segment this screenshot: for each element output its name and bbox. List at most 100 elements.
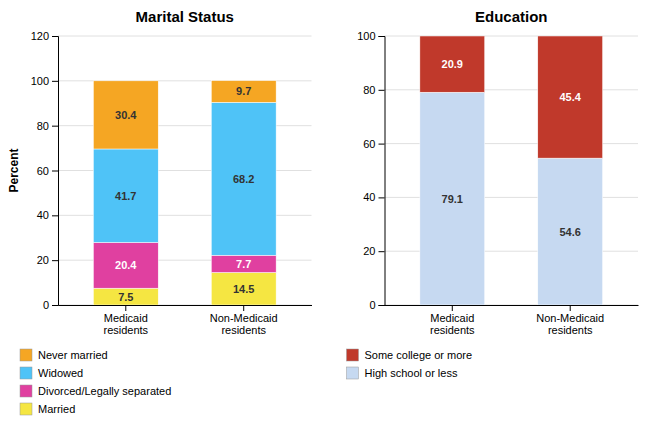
y-tick: 0 (369, 299, 384, 311)
tick-label: 20 (37, 254, 49, 266)
data-label: 20.4 (115, 259, 137, 271)
axis-line (385, 305, 639, 306)
y-tick: 120 (31, 30, 58, 42)
bar (93, 81, 158, 149)
x-tick: Non-Medicaidresidents (536, 305, 604, 336)
legend-label: Married (38, 403, 75, 415)
tick-label: 120 (31, 30, 49, 42)
y-tick: 20 (37, 254, 58, 266)
data-label: 41.7 (115, 190, 136, 202)
chart: 0 20 40 60 80 100 120 Medicaidresidents Non-Medi… (0, 0, 653, 445)
x-tick: Medicaidresidents (103, 305, 148, 336)
tick-mark (379, 305, 385, 306)
legend-label: Never married (38, 349, 108, 361)
tick-label: 60 (37, 165, 49, 177)
tick-mark (379, 197, 385, 198)
legend-swatch (20, 403, 32, 415)
y-tick: 60 (37, 165, 58, 177)
axis-line (379, 37, 386, 306)
legend-item: Married (20, 403, 75, 415)
series (93, 81, 276, 149)
tick-label: 100 (357, 30, 375, 42)
legend-item: Widowed (20, 367, 83, 379)
y-tick: 80 (37, 120, 58, 132)
tick-mark (52, 260, 58, 261)
y-tick: 20 (363, 245, 384, 257)
y-tick: 40 (37, 209, 58, 221)
legend-swatch (347, 349, 359, 361)
legend: Never married Widowed Divorced/Legally sep… (20, 349, 171, 415)
data-label: 14.5 (233, 283, 254, 295)
tick-mark (570, 305, 571, 311)
tick-mark (243, 305, 244, 311)
tick-label: Medicaidresidents (103, 312, 148, 337)
y-tick: 0 (43, 299, 58, 311)
legend-swatch (20, 367, 32, 379)
y-tick: 40 (363, 191, 384, 203)
panel: 0 20 40 60 80 100 120 Medicaidresidents Non-Medi… (7, 8, 312, 415)
x-tick: Medicaidresidents (430, 305, 475, 336)
title: Education (475, 8, 548, 25)
legend-item: High school or less (347, 367, 458, 379)
y-tick: 100 (357, 30, 384, 42)
tick-label: 20 (363, 245, 375, 257)
tick-label: 60 (363, 138, 375, 150)
axis-line (52, 37, 59, 306)
bar (211, 102, 276, 255)
grid (58, 36, 312, 305)
legend-label: Widowed (38, 367, 83, 379)
bar (538, 158, 603, 305)
data-label: 79.1 (442, 193, 463, 205)
data-label: 9.7 (236, 85, 251, 97)
tick-mark (379, 90, 385, 91)
bar (420, 36, 485, 92)
legend-item: Some college or more (347, 349, 473, 361)
legend-item: Never married (20, 349, 108, 361)
tick-mark (52, 215, 58, 216)
data-label: 20.9 (442, 58, 463, 70)
tick-mark (379, 144, 385, 145)
tick-label: 80 (363, 84, 375, 96)
data-labels: 79.154.620.945.4 (442, 58, 582, 237)
grid (385, 36, 639, 305)
bar (93, 242, 158, 288)
y-tick: 100 (31, 75, 58, 87)
legend-label: High school or less (365, 367, 458, 379)
legend-swatch (20, 349, 32, 361)
x-axis: Medicaidresidents Non-Medicaidresidents (385, 305, 639, 336)
axis-line (59, 305, 313, 306)
tick-mark (52, 305, 58, 306)
data-label: 7.5 (118, 291, 133, 303)
data-label: 30.4 (115, 109, 137, 121)
axis-title: Percent (7, 148, 21, 192)
tick-label: 0 (369, 299, 375, 311)
y-tick: 80 (363, 84, 384, 96)
tick-mark (52, 81, 58, 82)
grid-line (58, 36, 312, 37)
bar (211, 272, 276, 305)
tick-mark (52, 171, 58, 172)
legend-item: Divorced/Legally separated (20, 385, 171, 397)
y-axis: 0 20 40 60 80 100 (357, 30, 385, 311)
data-label: 68.2 (233, 173, 254, 185)
tick-label: Non-Medicaidresidents (210, 312, 278, 337)
legend-swatch (347, 367, 359, 379)
tick-mark (452, 305, 453, 311)
tick-label: 100 (31, 75, 49, 87)
tick-label: 40 (37, 209, 49, 221)
bars (93, 81, 276, 305)
tick-label: 40 (363, 191, 375, 203)
data-labels: 7.514.520.47.741.768.230.49.7 (115, 85, 254, 302)
legend-label: Some college or more (365, 349, 473, 361)
x-axis: Medicaidresidents Non-Medicaidresidents (59, 305, 313, 336)
legend: Some college or more High school or less (347, 349, 473, 379)
tick-label: 80 (37, 120, 49, 132)
panel: 0 20 40 60 80 100 Medicaidresidents Non-Medicai… (347, 8, 639, 379)
tick-mark (379, 36, 385, 37)
tick-mark (52, 126, 58, 127)
legend-label: Divorced/Legally separated (38, 385, 171, 397)
series (420, 36, 603, 158)
tick-mark (125, 305, 126, 311)
tick-label: Medicaidresidents (430, 312, 475, 337)
tick-label: 0 (43, 299, 49, 311)
